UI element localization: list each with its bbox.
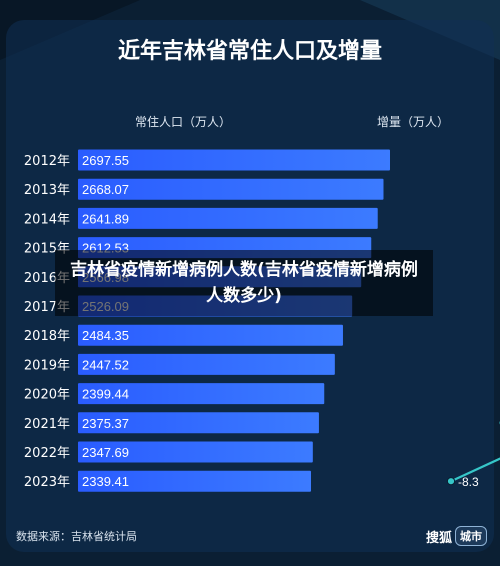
population-bar <box>78 441 313 463</box>
year-tick-label: 2022年 <box>24 446 70 461</box>
increment-labels: -27.7-29.5-26.2-29.4-45.6-40.9-41.7-36.8… <box>458 475 479 489</box>
population-bar <box>78 324 343 346</box>
population-bar <box>78 383 325 405</box>
increment-point <box>446 477 456 486</box>
population-value-label: 2668.07 <box>82 182 129 197</box>
population-bar <box>78 207 378 229</box>
logo-text: 搜狐 <box>426 530 453 546</box>
year-tick-label: 2023年 <box>24 475 70 490</box>
population-bar <box>78 149 390 171</box>
footer-source: 数据来源：吉林省统计局 <box>16 531 137 543</box>
logo-badge: 城市 <box>455 526 488 546</box>
population-bar <box>78 412 319 434</box>
population-value-label: 2697.55 <box>82 153 129 168</box>
sohu-logo: 搜狐 城市 <box>426 526 488 546</box>
year-tick-label: 2012年 <box>24 154 70 169</box>
population-value-label: 2641.89 <box>82 211 129 226</box>
year-tick-label: 2014年 <box>24 212 70 227</box>
year-tick-label: 2018年 <box>24 329 70 344</box>
year-tick-label: 2013年 <box>24 183 70 198</box>
year-tick-label: 2020年 <box>24 388 70 403</box>
chart-title: 近年吉林省常住人口及增量 <box>118 38 382 64</box>
overlay-headline: 吉林省疫情新增病例人数(吉林省疫情新增病例人数多少) <box>55 250 433 316</box>
year-tick-label: 2021年 <box>24 417 70 432</box>
population-value-label: 2339.41 <box>82 474 129 489</box>
population-value-label: 2375.37 <box>82 416 129 431</box>
population-bar <box>78 353 335 375</box>
legend-line-series: 增量（万人） <box>377 115 449 129</box>
increment-value-label: -8.3 <box>458 475 479 489</box>
year-tick-label: 2019年 <box>24 358 70 373</box>
population-bar <box>78 178 384 200</box>
population-value-label: 2484.35 <box>82 328 129 343</box>
legend-bar-series: 常住人口（万人） <box>135 115 231 129</box>
population-value-label: 2347.69 <box>82 445 129 460</box>
population-value-label: 2447.52 <box>82 357 129 372</box>
population-bar <box>78 470 311 492</box>
population-value-label: 2399.44 <box>82 387 129 402</box>
